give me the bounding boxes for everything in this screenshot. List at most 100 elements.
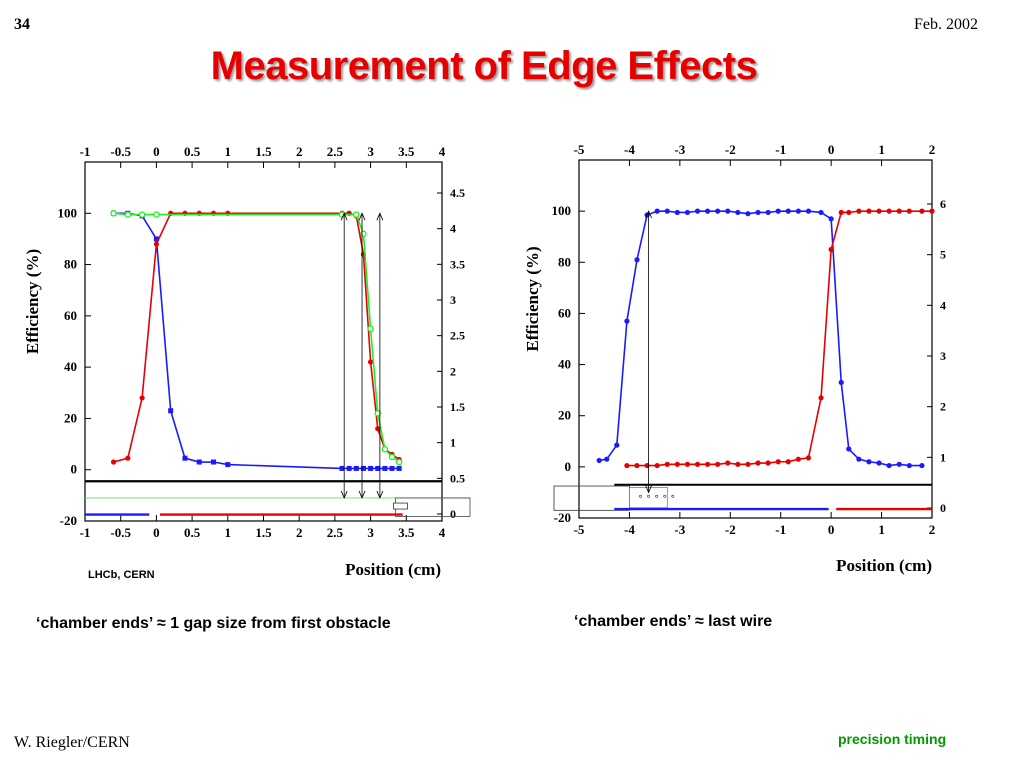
right-tick-label: 2.5 (450, 329, 465, 343)
y-tick-label: 80 (64, 257, 77, 272)
x-tick-label: 4 (439, 525, 446, 540)
x-tick-label-top: -4 (624, 142, 635, 157)
x-tick-label-top: 0 (828, 142, 835, 157)
data-point (745, 461, 751, 467)
data-point (856, 208, 862, 214)
right-tick-label: 4 (450, 222, 456, 236)
lhcb-label: LHCb, CERN (88, 569, 155, 581)
right-tick-label: 3.5 (450, 257, 465, 271)
data-point (886, 462, 892, 469)
data-point (735, 461, 741, 467)
right-tick-label: 5 (940, 248, 946, 262)
edge-arrow-3-head (376, 490, 384, 499)
x-tick-label-top: 2 (929, 142, 936, 157)
y-tick-label: 0 (71, 462, 78, 477)
plot-frame (84, 161, 443, 522)
data-point (866, 208, 872, 214)
right-tick-label: 1.5 (450, 400, 465, 414)
y-tick-label: 100 (552, 203, 572, 218)
slide-date: Feb. 2002 (914, 16, 978, 33)
y-tick-label: 40 (558, 357, 571, 372)
data-point (367, 325, 374, 332)
data-point (755, 209, 761, 216)
x-axis-title: Position (cm) (345, 560, 441, 579)
right-tick-label: 2 (940, 400, 946, 414)
caption-left: ‘chamber ends’ ≈ 1 gap size from first o… (36, 615, 391, 632)
wire-marker (655, 494, 659, 498)
y-tick-label: 20 (64, 410, 77, 425)
edge-arrow-1-head (340, 212, 348, 221)
x-tick-label: 1.5 (255, 525, 272, 540)
data-point (168, 408, 174, 414)
data-point (715, 461, 721, 467)
x-tick-label: 2.5 (327, 525, 344, 540)
data-point (725, 208, 731, 214)
data-point (838, 379, 844, 386)
data-point (838, 209, 844, 216)
author: W. Riegler/CERN (14, 734, 130, 751)
data-point (353, 465, 359, 471)
x-tick-label-top: 1.5 (255, 144, 272, 159)
data-point (919, 208, 925, 214)
data-point (795, 208, 801, 214)
x-tick-label: -4 (624, 522, 635, 537)
data-point (395, 458, 403, 466)
data-point (785, 459, 791, 465)
x-tick-label-top: 1 (225, 144, 232, 159)
right-tick-label: 1 (450, 436, 456, 450)
x-tick-label: -3 (674, 522, 685, 537)
data-point (674, 461, 680, 467)
data-point (624, 318, 630, 324)
data-point (828, 216, 834, 222)
data-point (125, 455, 131, 461)
x-tick-label-top: 0 (153, 144, 160, 159)
data-point (225, 462, 231, 468)
x-tick-label-top: 0.5 (184, 144, 201, 159)
x-tick-label: -0.5 (110, 525, 131, 540)
data-point (906, 462, 912, 469)
right-tick-label: 6 (940, 197, 946, 211)
data-point (153, 236, 159, 242)
data-point (375, 465, 381, 471)
x-tick-label: 3.5 (398, 525, 415, 540)
data-point (745, 211, 751, 217)
x-tick-label: 1 (225, 525, 232, 540)
data-point (805, 455, 812, 461)
x-tick-label-top: 4 (439, 144, 446, 159)
data-point (805, 208, 812, 214)
data-point (704, 461, 711, 467)
data-point (725, 460, 731, 466)
x-tick-label-top: -0.5 (110, 144, 131, 159)
data-point (684, 209, 691, 216)
data-point (886, 208, 892, 214)
data-point (624, 462, 630, 469)
y-tick-label: -20 (60, 513, 77, 528)
data-point (381, 445, 389, 453)
data-point (389, 465, 395, 471)
data-point (866, 459, 872, 465)
data-point (153, 211, 160, 218)
y-tick-label: 60 (558, 305, 571, 320)
data-point (704, 208, 711, 214)
x-tick-label: 1 (878, 522, 885, 537)
caption-right: ‘chamber ends’ ≈ last wire (574, 613, 773, 630)
x-tick-label-top: 2.5 (327, 144, 344, 159)
data-point (684, 461, 691, 467)
right-tick-label: 4.5 (450, 186, 465, 200)
y-tick-label: 60 (64, 308, 77, 323)
chart-left: -1 -1 -0.5 -0.5 0 0 0.5 0.5 1 1 1.5 1.5 2 2 2.5 2.5 3 3 3.… (23, 144, 471, 579)
y-axis-title: Efficiency (%) (523, 246, 542, 351)
data-point (694, 208, 701, 214)
right-tick-label: 3 (940, 349, 946, 363)
data-point (654, 462, 660, 469)
x-tick-label-top: 2 (296, 144, 303, 159)
y-tick-label: -20 (554, 510, 571, 525)
x-tick-label-top: 1 (878, 142, 885, 157)
right-tick-label: 1 (940, 450, 946, 464)
y-tick-label: 100 (58, 205, 78, 220)
data-point (664, 461, 670, 467)
data-point (346, 465, 352, 471)
data-point (735, 209, 741, 216)
data-point (368, 465, 374, 471)
data-point (153, 241, 159, 247)
